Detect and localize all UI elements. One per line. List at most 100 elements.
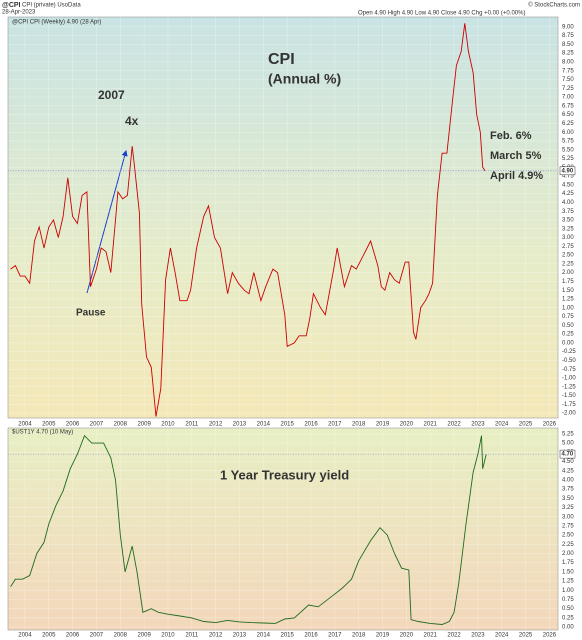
y-tick-label: 3.75 [562,487,574,493]
x-tick-label: 2026 [543,633,557,639]
x-tick-label: 2010 [161,422,175,428]
panel-2 [7,427,559,631]
y-tick-label: 2.50 [562,253,574,259]
y-tick-label: -0.50 [562,358,576,364]
x-tick-label: 2010 [161,633,175,639]
x-tick-label: 2020 [400,633,414,639]
x-tick-label: 2014 [257,422,271,428]
last-value-box [559,166,576,176]
symbol: @CPI [2,2,21,9]
x-tick-label: 2018 [352,422,366,428]
y-tick-label: -0.75 [562,367,576,373]
y-tick-label: 1.25 [562,579,574,585]
annotation: Feb. 6% [490,130,532,142]
x-tick-label: 2023 [471,633,485,639]
annotation: (Annual %) [268,71,341,87]
x-tick-label: 2024 [495,633,509,639]
y-tick-label: 1.75 [562,560,574,566]
y-tick-label: -0.25 [562,349,576,355]
y-tick-label: 0.50 [562,606,574,612]
x-tick-label: 2014 [257,633,271,639]
y-tick-label: 0.75 [562,597,574,603]
x-tick-label: 2009 [137,633,151,639]
x-tick-label: 2017 [328,422,342,428]
y-tick-label: 4.00 [562,477,574,483]
x-tick-label: 2006 [66,422,80,428]
x-tick-label: 2026 [543,422,557,428]
y-tick-label: -2.00 [562,411,576,417]
y-tick-label: 5.25 [562,156,574,162]
y-tick-label: 7.25 [562,86,574,92]
x-tick-label: 2006 [66,633,80,639]
y-tick-label: 2.50 [562,533,574,539]
y-tick-label: -1.00 [562,376,576,382]
y-tick-label: 0.50 [562,323,574,329]
x-tick-label: 2024 [495,422,509,428]
annotation: Pause [76,308,106,319]
x-tick-label: 2013 [233,422,247,428]
x-tick-label: 2017 [328,633,342,639]
y-tick-label: 0.00 [562,625,574,631]
x-tick-label: 2007 [90,633,104,639]
y-tick-label: 3.00 [562,514,574,520]
x-tick-label: 2022 [447,633,461,639]
symbol-name: CPI (private) UsoData [22,3,81,9]
x-tick-label: 2007 [90,422,104,428]
y-tick-label: 6.25 [562,121,574,127]
last-value-label: 4.90 [562,168,574,174]
annotation: 2007 [98,88,125,102]
x-tick-label: 2005 [42,633,56,639]
x-tick-label: 2008 [114,422,128,428]
y-tick-label: 6.75 [562,103,574,109]
y-tick-label: 0.25 [562,332,574,338]
series-line [10,23,486,417]
y-tick-label: 2.25 [562,261,574,267]
x-tick-label: 2015 [280,633,294,639]
y-tick-label: 2.00 [562,551,574,557]
y-tick-label: 3.25 [562,226,574,232]
y-tick-label: 4.50 [562,182,574,188]
y-tick-label: 5.00 [562,441,574,447]
y-tick-label: 7.75 [562,68,574,74]
y-tick-label: 5.25 [562,431,574,437]
x-tick-label: 2022 [447,422,461,428]
arrow [86,150,128,294]
x-tick-label: 2011 [185,633,199,639]
x-tick-label: 2023 [471,422,485,428]
x-tick-label: 2021 [424,422,438,428]
x-tick-label: 2025 [519,422,533,428]
legend-label: $UST1Y 4.70 (10 May) [12,430,73,436]
y-tick-label: -1.50 [562,393,576,399]
y-tick-label: 2.25 [562,542,574,548]
y-tick-label: 1.75 [562,279,574,285]
y-tick-label: -1.25 [562,384,576,390]
quote: Open 4.90 High 4.90 Low 4.90 Close 4.90 … [358,11,525,17]
x-tick-label: 2016 [304,422,318,428]
x-tick-label: 2012 [209,422,223,428]
y-tick-label: 1.00 [562,305,574,311]
y-tick-label: 4.25 [562,191,574,197]
y-tick-label: 3.75 [562,209,574,215]
x-tick-label: 2009 [137,422,151,428]
y-tick-label: 7.00 [562,95,574,101]
x-tick-label: 2016 [304,633,318,639]
x-tick-label: 2021 [424,633,438,639]
x-tick-label: 2005 [42,422,56,428]
y-tick-label: 2.75 [562,523,574,529]
y-tick-label: 8.50 [562,42,574,48]
last-value-label: 4.70 [562,452,574,458]
annotation: 4x [125,114,139,128]
annotation: April 4.9% [490,170,543,182]
y-tick-label: 5.75 [562,139,574,145]
annotation: 1 Year Treasury yield [220,467,349,482]
y-tick-label: 5.50 [562,147,574,153]
series-line [10,434,487,625]
y-tick-label: 8.00 [562,60,574,66]
y-tick-label: 3.25 [562,505,574,511]
last-value-box [559,449,576,459]
y-tick-label: 6.00 [562,130,574,136]
y-tick-label: 0.00 [562,340,574,346]
y-tick-label: 1.00 [562,588,574,594]
date: 28-Apr-2023 [2,10,36,16]
y-tick-label: 0.75 [562,314,574,320]
